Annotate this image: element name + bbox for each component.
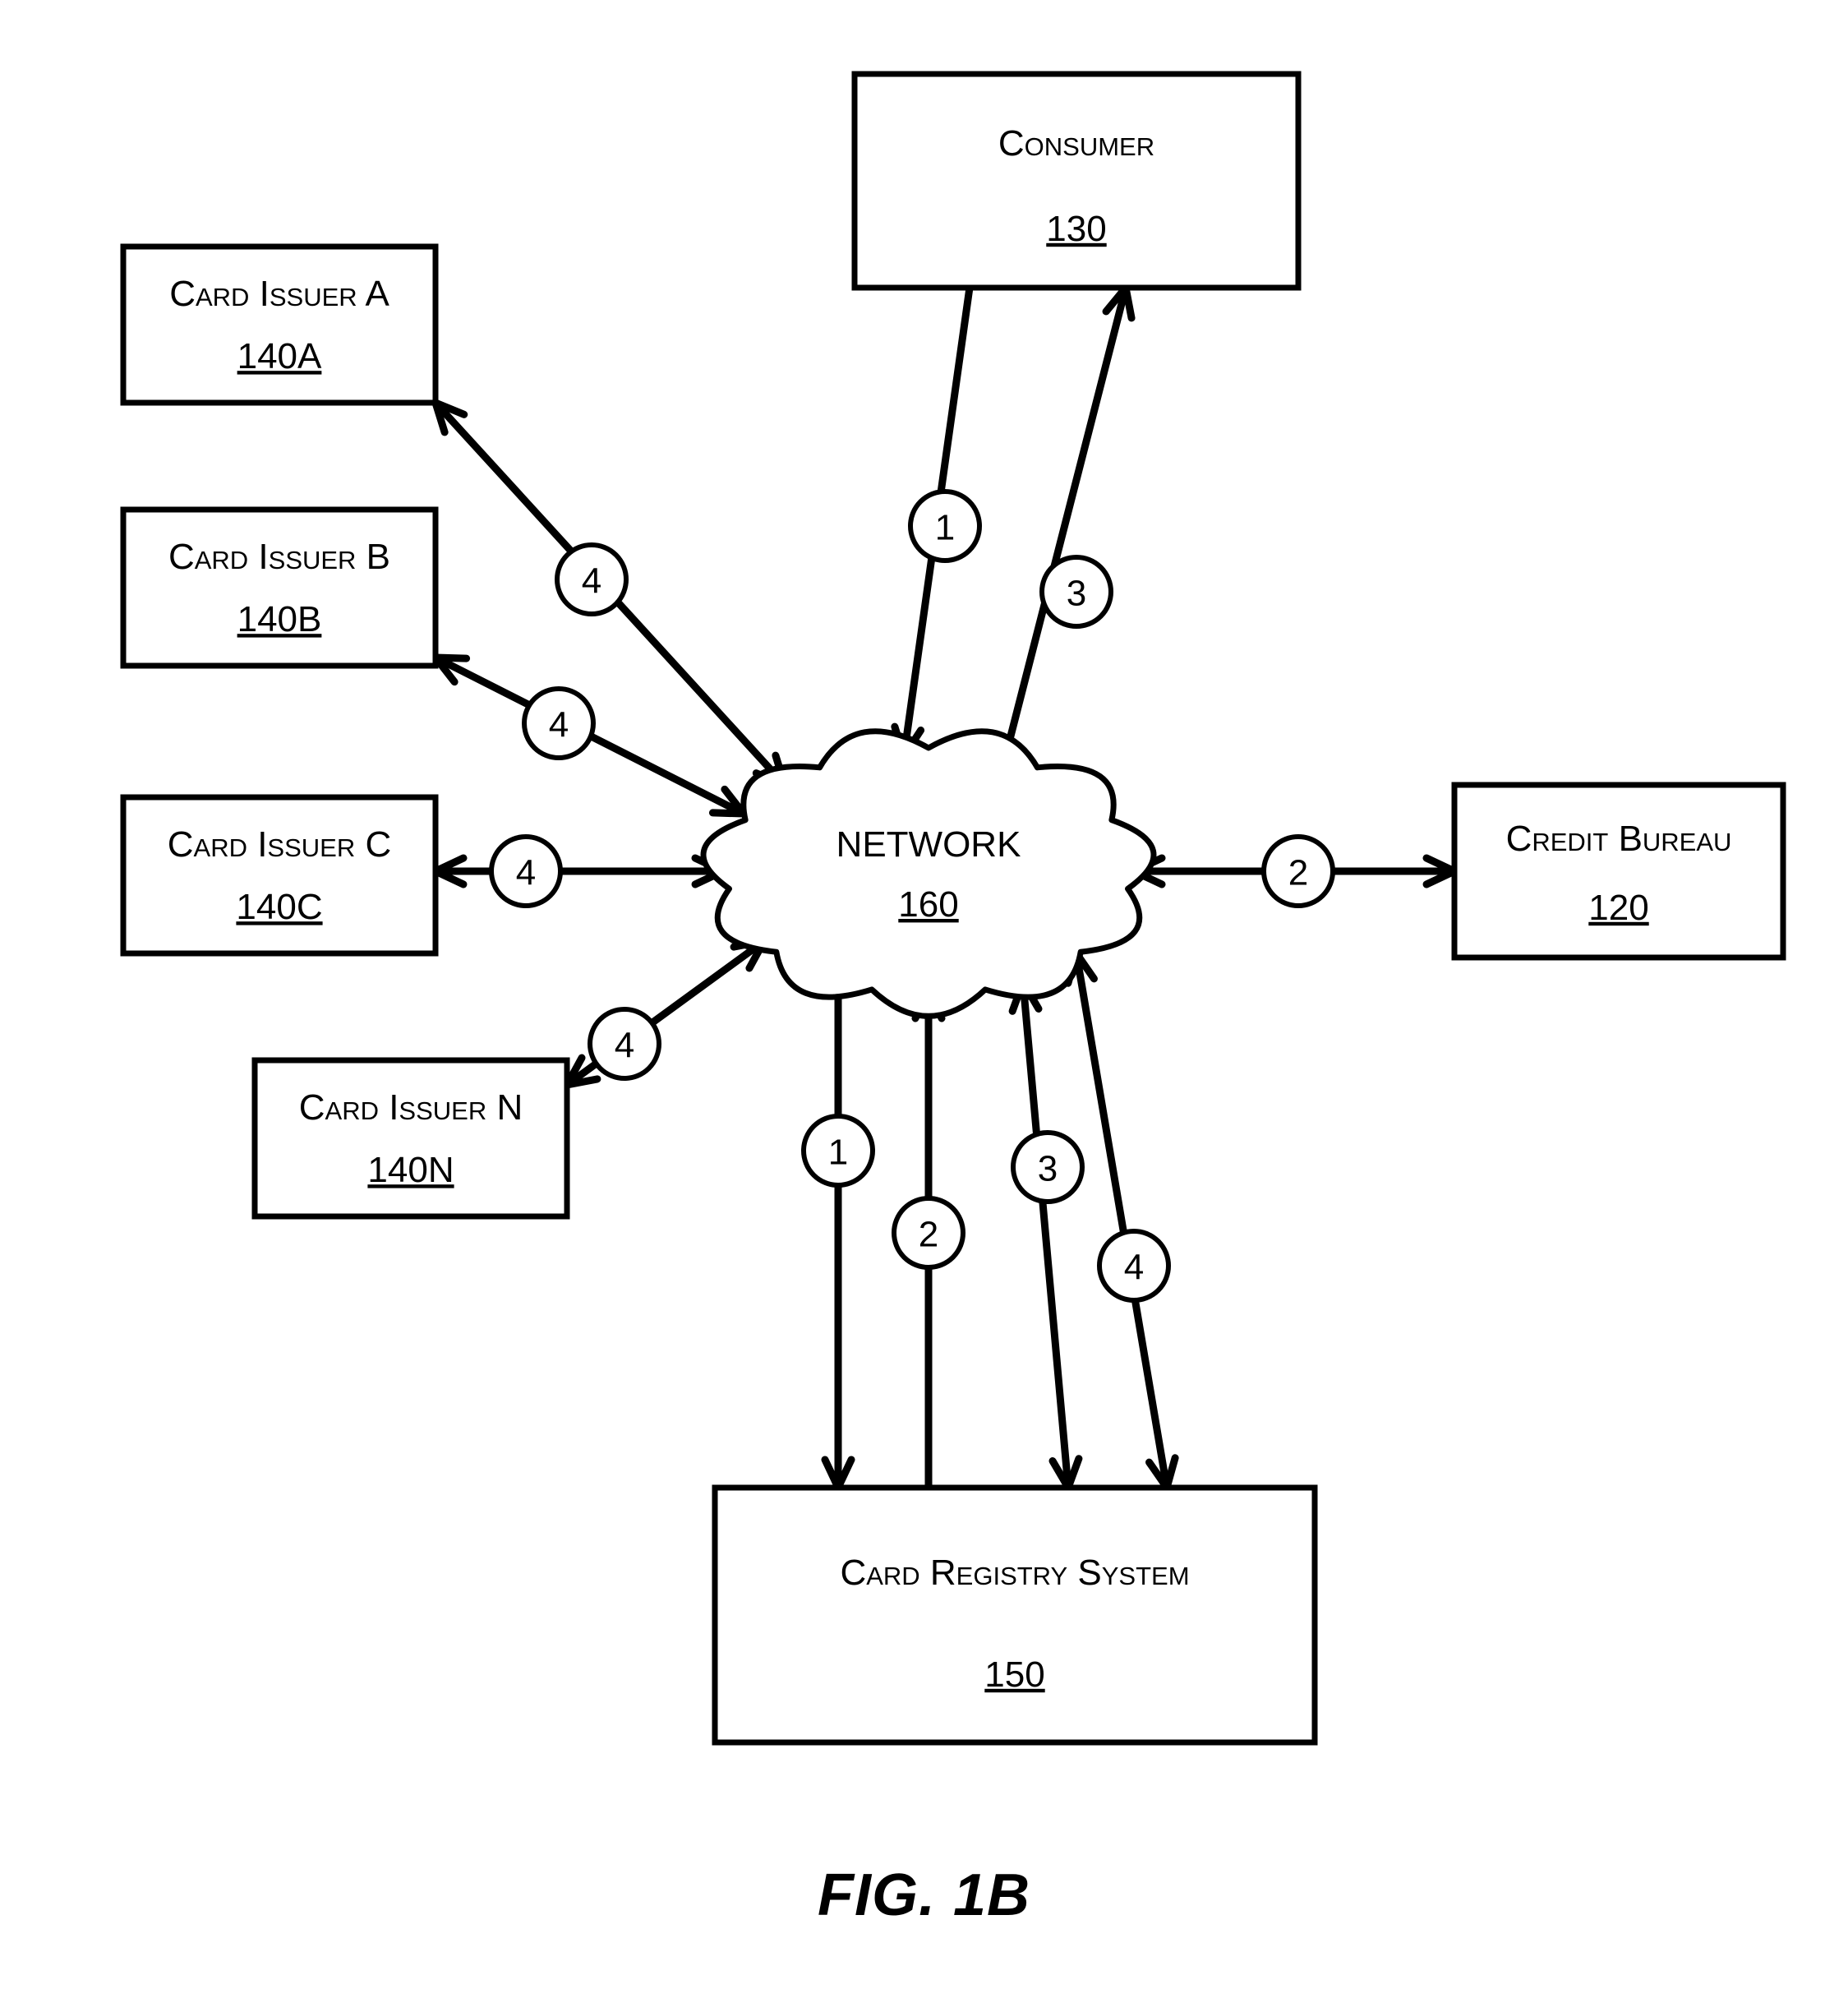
node-network-label: NETWORK	[836, 824, 1021, 865]
node-consumer	[855, 74, 1298, 288]
node-consumer-ref: 130	[1046, 209, 1106, 249]
node-issuerB-label: Card Issuer B	[168, 537, 390, 577]
node-issuerA-ref: 140A	[237, 336, 322, 376]
node-issuerN-ref: 140N	[367, 1150, 454, 1190]
sequence-badge-label: 4	[582, 561, 601, 602]
node-registry-ref: 150	[984, 1654, 1044, 1695]
node-issuerA-label: Card Issuer A	[169, 274, 389, 314]
sequence-badge-label: 4	[516, 853, 536, 893]
node-issuerC	[123, 797, 436, 953]
connection	[1023, 982, 1068, 1488]
sequence-badge-label: 2	[919, 1215, 938, 1255]
node-bureau	[1454, 785, 1783, 958]
node-issuerC-label: Card Issuer C	[168, 824, 391, 865]
node-consumer-label: Consumer	[998, 123, 1154, 164]
node-bureau-ref: 120	[1588, 888, 1648, 928]
sequence-badge-label: 3	[1067, 574, 1086, 614]
node-bureau-label: Credit Bureau	[1506, 819, 1732, 859]
node-registry-label: Card Registry System	[840, 1553, 1189, 1593]
node-network-ref: 160	[898, 884, 958, 925]
node-issuerN-label: Card Issuer N	[299, 1087, 523, 1128]
connection	[1007, 288, 1126, 752]
sequence-badge-label: 4	[549, 705, 569, 745]
sequence-badge-label: 4	[615, 1026, 634, 1066]
sequence-badge-label: 3	[1038, 1149, 1058, 1189]
diagram-canvas: Consumer 130 Card Issuer A 140A Card Issuer …	[0, 0, 1848, 2012]
node-issuerA	[123, 247, 436, 403]
sequence-badge-label: 1	[828, 1133, 848, 1173]
sequence-badge-label: 1	[935, 508, 955, 548]
node-registry	[715, 1488, 1315, 1742]
node-issuerB	[123, 510, 436, 666]
node-issuerN	[255, 1060, 567, 1216]
sequence-badge-label: 4	[1124, 1248, 1144, 1288]
sequence-badge-label: 2	[1288, 853, 1308, 893]
figure-caption: FIG. 1B	[818, 1862, 1030, 1928]
connection	[1076, 953, 1167, 1488]
node-issuerC-ref: 140C	[236, 887, 322, 927]
node-issuerB-ref: 140B	[237, 599, 322, 639]
